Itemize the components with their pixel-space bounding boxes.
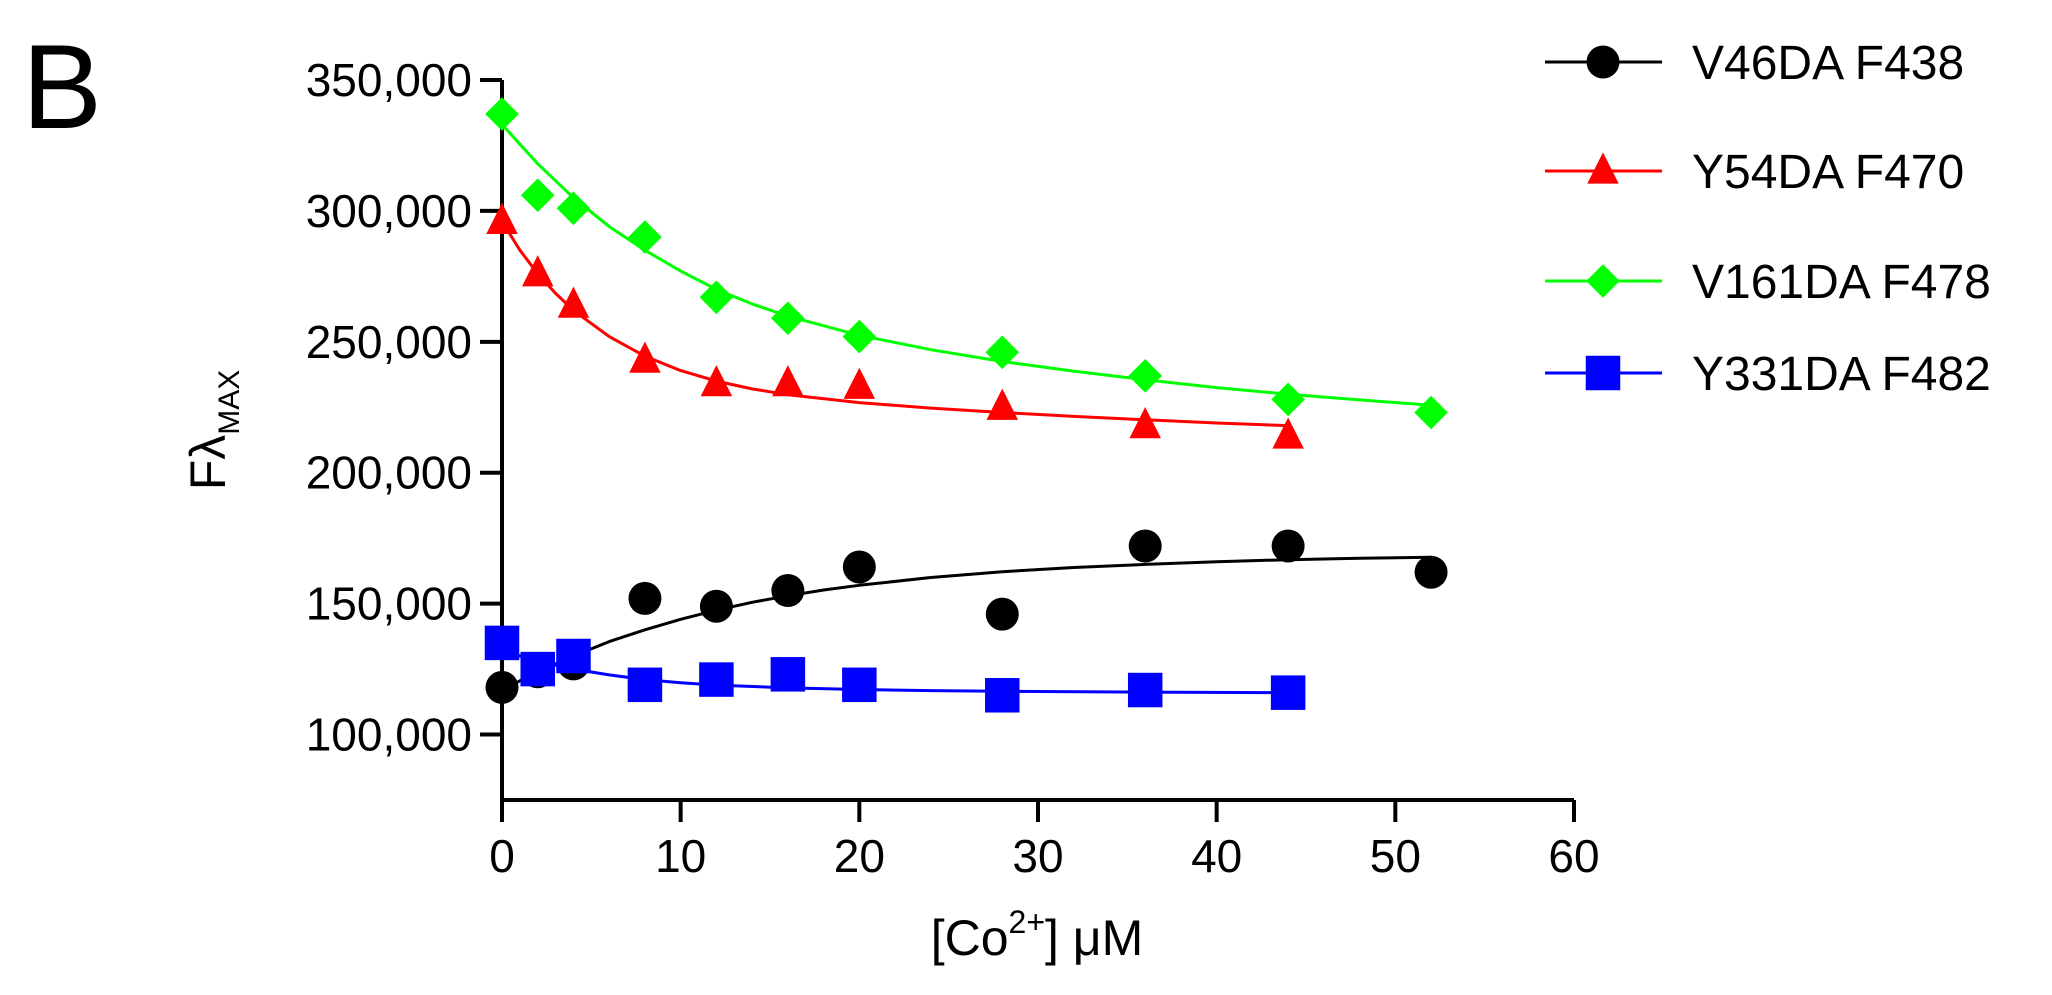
data-point-series-0	[985, 597, 1019, 631]
data-point-series-3	[1127, 672, 1163, 708]
data-point-series-2	[485, 97, 519, 131]
data-point-series-3	[985, 678, 1020, 713]
y-tick-label: 250,000	[306, 316, 472, 368]
data-point-series-2	[1128, 359, 1162, 393]
x-axis-title-suffix: ] μM	[1045, 910, 1143, 966]
legend: V46DA F438 Y54DA F470 V161DA F478 Y331DA F4…	[1545, 37, 1991, 401]
y-tick-label: 350,000	[306, 54, 472, 106]
data-point-series-1	[772, 365, 804, 397]
legend-marker-2	[1586, 264, 1620, 298]
x-axis-title-prefix: [Co	[931, 910, 1009, 966]
data-point-series-0	[771, 574, 805, 608]
data-point-series-3	[484, 625, 520, 661]
data-point-series-1	[629, 341, 661, 373]
x-tick-label: 20	[834, 830, 885, 882]
x-tick-label: 50	[1370, 830, 1421, 882]
data-point-series-0	[485, 670, 519, 704]
legend-label-0: V46DA F438	[1692, 37, 1964, 90]
data-point-series-0	[699, 589, 733, 623]
data-point-series-3	[770, 657, 806, 692]
data-point-series-0	[842, 550, 876, 584]
x-tick-label: 0	[489, 830, 515, 882]
data-point-series-0	[1414, 555, 1448, 589]
x-tick-label: 10	[655, 830, 706, 882]
data-point-series-3	[842, 667, 877, 703]
data-point-series-1	[1129, 407, 1161, 439]
data-point-series-0	[1128, 529, 1162, 563]
x-tick-label: 40	[1191, 830, 1242, 882]
x-tick-label: 60	[1548, 830, 1599, 882]
legend-label-1: Y54DA F470	[1692, 146, 1964, 199]
y-tick-label: 150,000	[306, 578, 472, 630]
y-axis-title: FλMAX	[180, 370, 246, 491]
fit-line-series-1	[500, 219, 1290, 428]
data-point-series-2	[699, 280, 734, 315]
data-point-series-3	[699, 662, 734, 697]
panel-label: B	[22, 20, 102, 154]
x-axis-title-superscript: 2+	[1009, 904, 1045, 940]
legend-marker-3	[1585, 355, 1621, 391]
data-point-series-2	[1414, 395, 1448, 430]
fit-line-series-0	[500, 555, 1433, 692]
y-ticks: 100,000 150,000 200,000 250,000 300,000 350,0…	[306, 54, 502, 761]
y-axis-title-main: Fλ	[180, 435, 236, 491]
data-point-series-2	[628, 220, 662, 254]
data-point-series-1	[700, 365, 733, 397]
fit-line-series-3	[500, 649, 1290, 695]
data-point-series-2	[771, 301, 805, 336]
x-tick-label: 30	[1012, 830, 1063, 882]
fit-line-series-2	[500, 123, 1433, 407]
data-point-series-2	[1271, 382, 1305, 417]
y-tick-label: 200,000	[306, 447, 472, 499]
data-point-series-3	[520, 651, 555, 687]
data-point-series-3	[556, 638, 591, 674]
legend-label-3: Y331DA F482	[1692, 348, 1991, 401]
y-tick-label: 300,000	[306, 185, 472, 237]
legend-marker-0	[1586, 45, 1620, 79]
data-point-series-0	[1271, 529, 1305, 563]
legend-marker-1	[1587, 152, 1619, 184]
data-point-series-2	[520, 178, 555, 212]
data-point-series-3	[627, 667, 663, 703]
data-point-series-2	[556, 191, 591, 226]
data-point-series-0	[628, 581, 662, 615]
y-axis-title-subscript: MAX	[213, 370, 246, 435]
data-point-series-1	[557, 286, 590, 318]
x-ticks: 0 10 20 30 40 50 60	[489, 800, 1600, 882]
x-axis-title: [Co2+] μM	[931, 904, 1144, 966]
data-point-series-1	[521, 255, 554, 287]
data-point-series-3	[1270, 675, 1306, 710]
data-point-series-2	[985, 335, 1020, 370]
data-point-series-1	[486, 202, 518, 234]
data-point-series-2	[842, 319, 877, 354]
legend-label-2: V161DA F478	[1692, 256, 1991, 309]
data-point-series-1	[843, 367, 876, 399]
y-tick-label: 100,000	[306, 709, 472, 761]
data-point-series-1	[1272, 417, 1304, 449]
data-markers	[484, 97, 1448, 713]
data-point-series-1	[986, 388, 1019, 420]
